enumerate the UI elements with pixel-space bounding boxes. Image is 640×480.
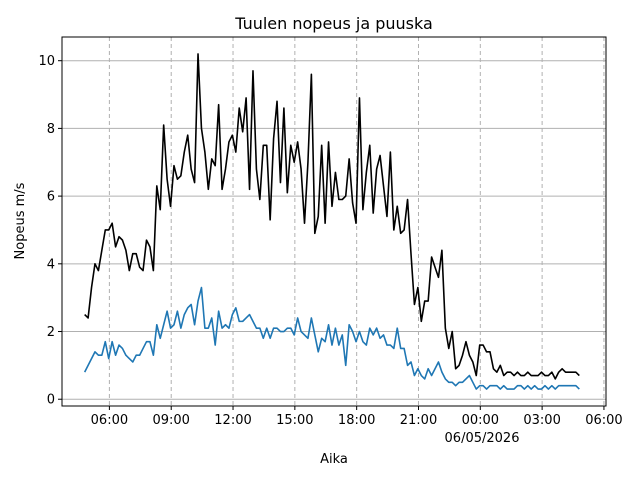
y-tick-label: 2 bbox=[47, 325, 55, 340]
plot-frame bbox=[61, 36, 607, 407]
x-tick-label: 12:00 bbox=[214, 413, 251, 428]
chart-title: Tuulen nopeus ja puuska bbox=[234, 14, 433, 33]
date-label: 06/05/2026 bbox=[445, 431, 520, 446]
speed-series-line bbox=[83, 286, 580, 390]
y-tick-label: 8 bbox=[47, 122, 55, 137]
x-axis-label: Aika bbox=[320, 452, 348, 467]
y-axis-label: Nopeus m/s bbox=[13, 182, 28, 259]
x-tick-label: 06:00 bbox=[91, 413, 128, 428]
x-tick-label: 00:00 bbox=[462, 413, 499, 428]
y-tick-label: 6 bbox=[47, 190, 55, 205]
y-tick-label: 0 bbox=[47, 393, 55, 408]
x-tick-label: 18:00 bbox=[338, 413, 375, 428]
x-tick-label: 09:00 bbox=[152, 413, 189, 428]
x-tick-label: 03:00 bbox=[523, 413, 560, 428]
y-tick-label: 10 bbox=[38, 54, 55, 69]
x-axis-ticks: 06:00 09:00 12:00 15:00 18:00 21:00 00:00 03:00… bbox=[91, 406, 623, 428]
y-axis-ticks: 0 2 4 6 8 10 bbox=[38, 54, 62, 408]
y-tick-label: 4 bbox=[47, 257, 55, 272]
x-tick-label: 06:00 bbox=[585, 413, 622, 428]
gust-series-line bbox=[84, 53, 580, 380]
series-lines bbox=[83, 53, 580, 390]
x-tick-label: 21:00 bbox=[400, 413, 437, 428]
x-tick-label: 15:00 bbox=[276, 413, 313, 428]
plot-area bbox=[62, 37, 606, 406]
